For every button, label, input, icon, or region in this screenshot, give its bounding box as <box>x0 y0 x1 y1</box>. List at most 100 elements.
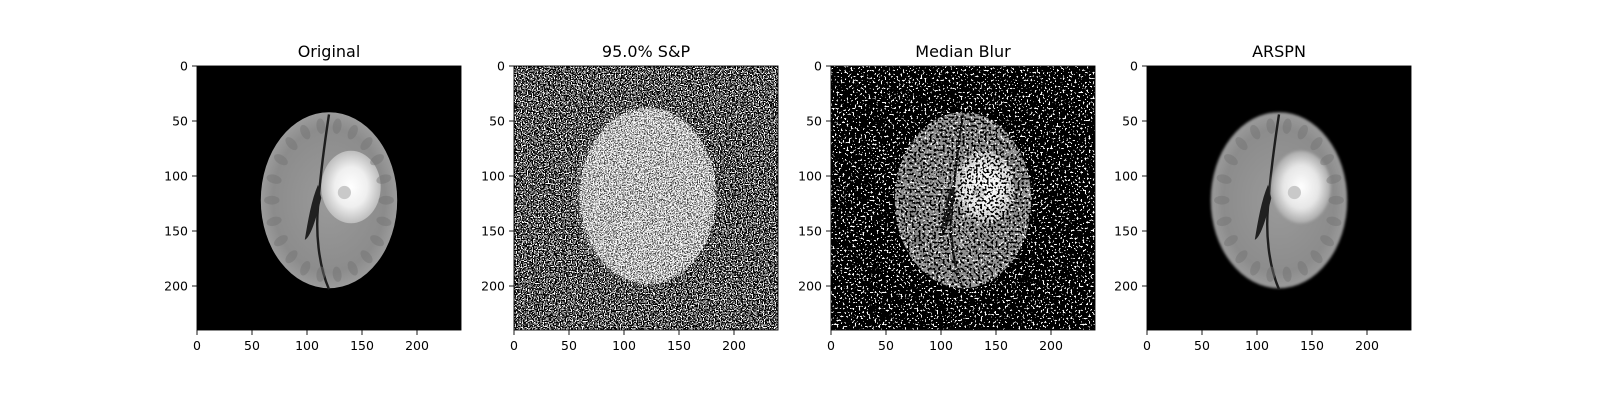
gyrus <box>360 137 373 151</box>
y-tick-label: 100 <box>798 169 822 184</box>
gyrus <box>1297 261 1308 276</box>
gyrus <box>1235 250 1248 264</box>
y-tick-label: 200 <box>798 279 822 294</box>
noise-layer-tissue <box>580 107 717 284</box>
y-tick-label: 50 <box>806 114 822 129</box>
gyrus <box>347 124 358 140</box>
x-tick-label: 150 <box>984 338 1008 353</box>
lesion-core <box>1287 185 1301 200</box>
y-tick-label: 0 <box>814 59 822 74</box>
gyrus <box>378 195 394 205</box>
brain-slice <box>1210 112 1348 290</box>
y-tick-label: 0 <box>180 59 188 74</box>
y-tick-label: 200 <box>164 279 188 294</box>
lesion <box>321 150 381 224</box>
gyrus <box>1326 216 1342 227</box>
gyrus <box>274 235 288 247</box>
speckle-dark <box>893 111 1033 290</box>
gyrus <box>1224 154 1238 166</box>
y-tick-label: 100 <box>1114 169 1138 184</box>
x-tick-label: 100 <box>295 338 319 353</box>
y-tick-label: 50 <box>1122 114 1138 129</box>
gyrus <box>347 261 358 276</box>
brain-mri-arspn <box>1147 66 1411 330</box>
x-tick-label: 0 <box>510 338 518 353</box>
gyrus <box>300 124 311 140</box>
panel-2: 95.0% S&P 0 50 100 150 200 0 50 100 150 200 <box>481 42 779 353</box>
x-tick-label: 100 <box>612 338 636 353</box>
panel-title: 95.0% S&P <box>602 42 691 61</box>
gyrus <box>1310 137 1323 151</box>
gyrus <box>266 174 282 184</box>
y-tick-label: 100 <box>164 169 188 184</box>
gyrus <box>1310 250 1323 264</box>
x-tick-label: 0 <box>827 338 835 353</box>
x-tick-label: 50 <box>244 338 260 353</box>
panel-title: ARSPN <box>1252 42 1306 61</box>
x-tick-label: 200 <box>1355 338 1379 353</box>
x-tick-label: 100 <box>929 338 953 353</box>
gyrus <box>376 216 392 227</box>
y-tick-label: 0 <box>1130 59 1138 74</box>
brain-slice <box>260 112 398 290</box>
gyrus <box>1326 174 1342 184</box>
y-tick-label: 50 <box>489 114 505 129</box>
gyrus <box>370 154 384 166</box>
panel-3: Median Blur 0 50 100 150 200 0 50 100 150 200 <box>798 42 1096 353</box>
gyrus <box>266 216 282 227</box>
y-tick-label: 200 <box>481 279 505 294</box>
x-tick-label: 200 <box>1039 338 1063 353</box>
axes-frame <box>196 65 462 331</box>
x-tick-label: 100 <box>1245 338 1269 353</box>
x-tick-label: 150 <box>1300 338 1324 353</box>
x-tick-label: 0 <box>193 338 201 353</box>
ventricle <box>304 184 322 240</box>
gyrus <box>360 250 373 264</box>
axes-frame <box>513 65 779 331</box>
gyrus <box>332 266 342 282</box>
gyrus <box>285 250 298 264</box>
gyrus <box>1266 266 1276 282</box>
gyrus <box>1282 118 1292 134</box>
gyrus <box>1250 261 1261 276</box>
gyrus <box>376 174 392 184</box>
brain-mri-original <box>197 66 461 330</box>
gyrus <box>1216 216 1232 227</box>
brain-mri-salt-pepper <box>514 66 778 330</box>
y-tick-label: 150 <box>798 224 822 239</box>
y-tick-label: 150 <box>164 224 188 239</box>
x-tick-label: 200 <box>405 338 429 353</box>
y-tick-label: 200 <box>1114 279 1138 294</box>
gyrus <box>1266 118 1276 134</box>
gyrus <box>316 118 326 134</box>
panel-title: Median Blur <box>915 42 1011 61</box>
axes-frame <box>830 65 1096 331</box>
x-tick-label: 50 <box>878 338 894 353</box>
x-tick-label: 50 <box>1194 338 1210 353</box>
x-tick-label: 150 <box>667 338 691 353</box>
gyrus <box>1224 235 1238 247</box>
gyrus <box>1214 195 1230 205</box>
panel-4: ARSPN 0 50 100 150 200 0 50 100 150 200 <box>1114 42 1412 353</box>
lesion <box>1271 150 1331 224</box>
y-tick-label: 0 <box>497 59 505 74</box>
gyrus <box>332 118 342 134</box>
gyrus <box>264 195 280 205</box>
gyrus <box>316 266 326 282</box>
gyrus <box>1216 174 1232 184</box>
x-tick-label: 150 <box>350 338 374 353</box>
gyrus <box>1320 235 1334 247</box>
gyrus <box>274 154 288 166</box>
lesion-core <box>337 185 351 200</box>
gyrus <box>1235 137 1248 151</box>
gyrus <box>1282 266 1292 282</box>
gyrus <box>1250 124 1261 140</box>
ventricle <box>1254 184 1272 240</box>
y-tick-label: 150 <box>1114 224 1138 239</box>
gyrus <box>1297 124 1308 140</box>
gyrus <box>370 235 384 247</box>
x-tick-label: 0 <box>1143 338 1151 353</box>
x-tick-label: 200 <box>722 338 746 353</box>
